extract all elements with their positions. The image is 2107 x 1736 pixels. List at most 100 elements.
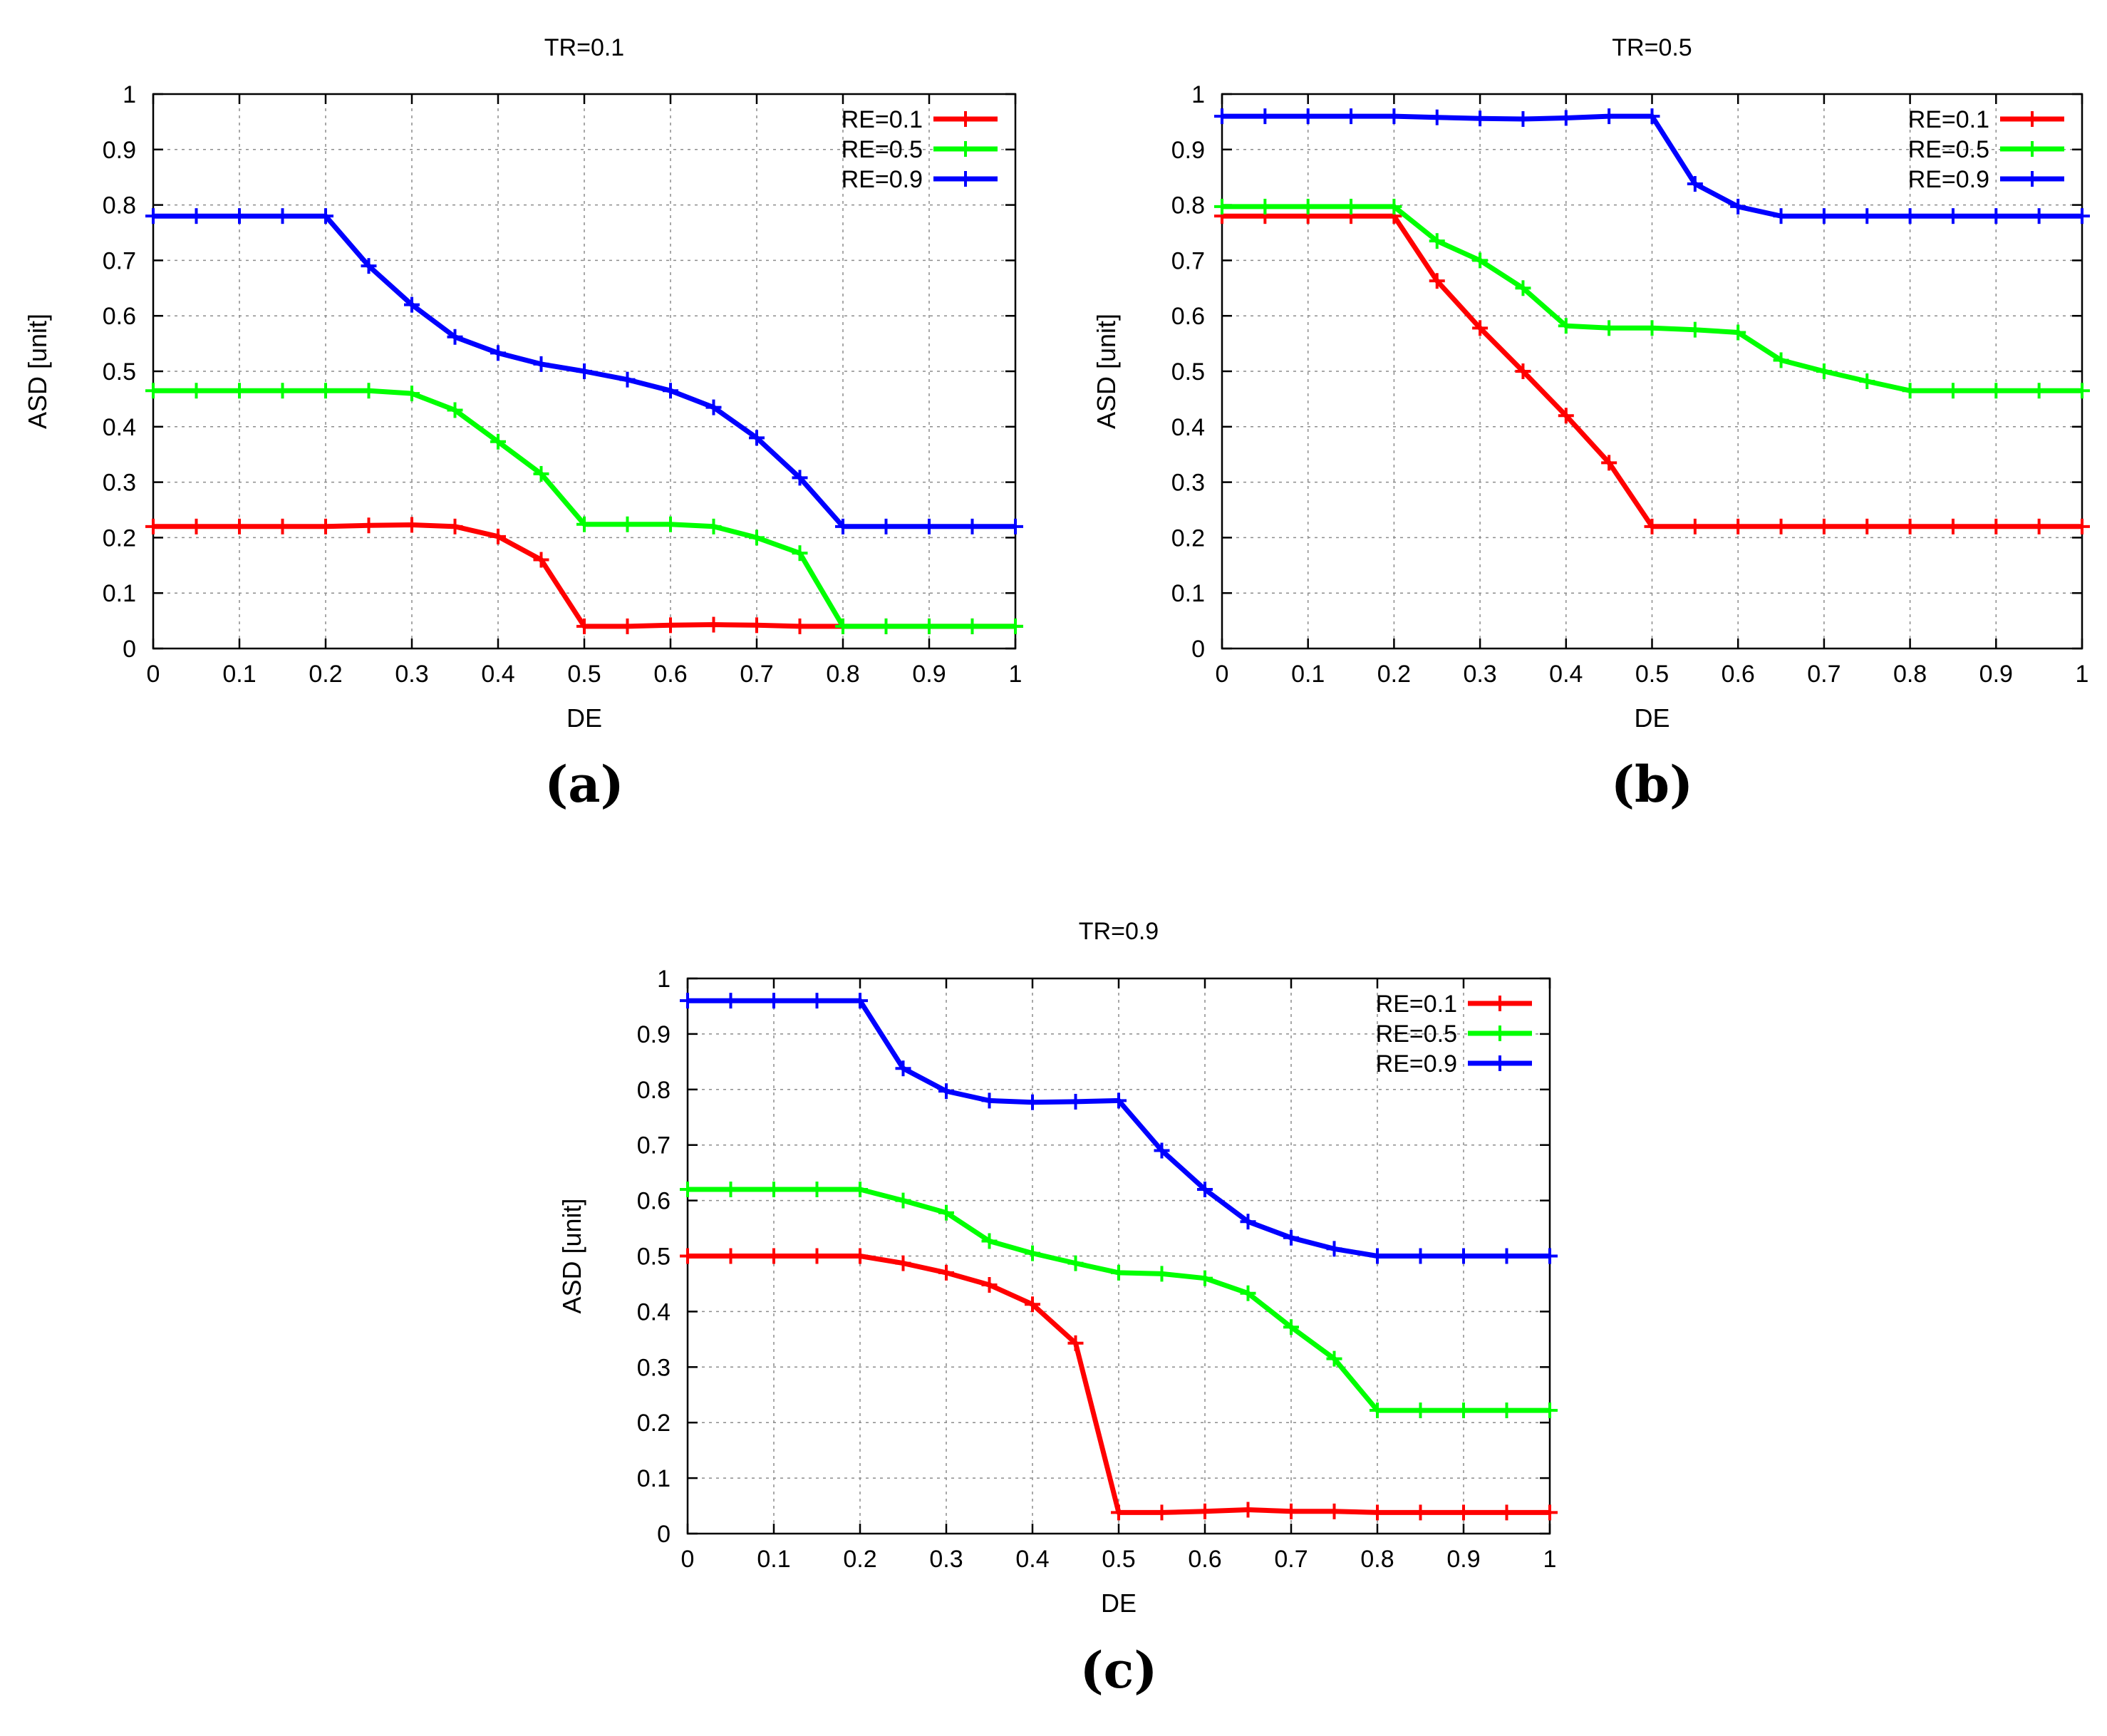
data-point — [2031, 208, 2047, 224]
data-point — [1154, 1142, 1170, 1159]
data-point — [1370, 1248, 1385, 1264]
x-tick-label: 0.7 — [740, 661, 773, 688]
series-re-0-9 — [680, 993, 1558, 1264]
series-re-0-9 — [145, 208, 1023, 534]
data-point — [274, 518, 291, 534]
x-tick-label: 0.1 — [1291, 661, 1325, 688]
x-tick-label: 0.5 — [1635, 661, 1669, 688]
data-point — [1429, 109, 1445, 125]
data-point — [852, 993, 868, 1009]
data-point — [1456, 1402, 1471, 1419]
data-point — [1240, 1214, 1256, 1230]
data-point — [809, 1182, 825, 1198]
data-point — [766, 993, 782, 1009]
data-point — [232, 518, 247, 534]
data-point — [188, 518, 205, 534]
y-tick-label: 0.4 — [637, 1298, 671, 1326]
y-tick-label: 0.1 — [637, 1465, 671, 1492]
data-point — [1370, 1504, 1385, 1521]
series-re-0-5 — [680, 1182, 1558, 1419]
data-point — [1326, 1503, 1342, 1519]
data-point — [490, 345, 506, 361]
x-tick-label: 0.2 — [309, 661, 342, 688]
y-tick-label: 0.1 — [103, 580, 136, 607]
data-point — [749, 430, 765, 446]
data-point — [981, 1277, 998, 1293]
data-point — [1601, 320, 1617, 336]
data-point — [404, 517, 420, 533]
x-tick-label: 0.2 — [1377, 661, 1411, 688]
data-point — [1283, 1319, 1299, 1335]
series-re-0-1 — [680, 1248, 1558, 1521]
y-tick-label: 0.9 — [103, 137, 136, 164]
y-tick-label: 0.6 — [1171, 303, 1205, 330]
data-point — [404, 386, 420, 402]
x-tick-label: 0 — [1216, 661, 1229, 688]
data-point — [749, 617, 765, 634]
x-tick-label: 1 — [1009, 661, 1023, 688]
y-tick-label: 0.5 — [637, 1244, 671, 1271]
data-point — [1386, 198, 1402, 215]
data-point — [680, 1248, 695, 1264]
data-point — [1644, 108, 1660, 125]
data-point — [1498, 1248, 1515, 1264]
data-point — [361, 258, 377, 274]
x-tick-label: 0.2 — [843, 1546, 876, 1573]
legend: RE=0.1RE=0.5RE=0.9 — [1376, 991, 1532, 1078]
data-point — [964, 518, 980, 534]
data-point — [1111, 1092, 1127, 1109]
y-tick-label: 0.8 — [637, 1077, 671, 1104]
data-point — [663, 383, 678, 399]
data-point — [1542, 1248, 1558, 1264]
data-point — [404, 296, 420, 313]
x-tick-label: 0.9 — [1979, 661, 2013, 688]
data-point — [1326, 1241, 1342, 1257]
data-point — [1429, 233, 1445, 249]
chart-panel-c: TR=0.9 0 0.1 0.2 0.3 0.4 0.5 0.6 0.7 0.8 0.9 1 0 0.1 0… — [557, 918, 1558, 1700]
plot-frame — [1221, 93, 2083, 650]
data-point — [1601, 108, 1617, 125]
data-point — [1067, 1255, 1084, 1271]
data-point — [878, 618, 894, 634]
plot-frame — [152, 93, 1017, 650]
x-tick-label: 0.8 — [1893, 661, 1927, 688]
data-point — [938, 1264, 954, 1281]
data-point — [680, 1182, 695, 1198]
data-point — [1472, 252, 1489, 269]
data-point — [619, 618, 636, 634]
x-tick-label: 1 — [2076, 661, 2089, 688]
y-tick-label: 0.1 — [1171, 580, 1205, 607]
data-point — [1257, 198, 1273, 215]
data-point — [145, 383, 161, 399]
data-point — [1558, 318, 1574, 334]
data-point — [809, 1248, 825, 1264]
data-point — [705, 616, 722, 633]
x-tick-label: 0 — [681, 1546, 695, 1573]
y-tick-label: 0.5 — [103, 358, 136, 386]
legend-label: RE=0.9 — [1376, 1050, 1457, 1078]
x-tick-label: 0.3 — [395, 661, 428, 688]
x-tick-label: 0.4 — [1015, 1546, 1049, 1573]
data-point — [792, 470, 808, 486]
x-tick-label: 0.1 — [757, 1546, 790, 1573]
series-re-0-5 — [145, 383, 1023, 634]
data-point — [2074, 518, 2090, 534]
data-point — [1902, 518, 1918, 534]
data-point — [1515, 280, 1531, 296]
y-tick-label: 0.2 — [103, 525, 136, 552]
x-tick-label: 0.3 — [1463, 661, 1496, 688]
legend: RE=0.1RE=0.5RE=0.9 — [1908, 106, 2064, 193]
y-tick-label: 0.3 — [1171, 470, 1205, 497]
x-tick-label: 0.7 — [1274, 1546, 1308, 1573]
data-point — [1988, 518, 2004, 534]
y-tick-label: 0.8 — [103, 192, 136, 219]
panel-caption: (b) — [1611, 755, 1693, 814]
data-point — [1902, 383, 1918, 399]
data-point — [1816, 208, 1832, 224]
data-point — [1240, 1285, 1256, 1301]
data-point — [766, 1182, 782, 1198]
data-point — [723, 1182, 739, 1198]
chart-panel-a: TR=0.1 0 0.1 0.2 0.3 0.4 0.5 0.6 0.7 0.8 0.9 1 0 0.1 0… — [23, 34, 1023, 814]
data-point — [1687, 176, 1703, 192]
data-point — [274, 383, 291, 399]
